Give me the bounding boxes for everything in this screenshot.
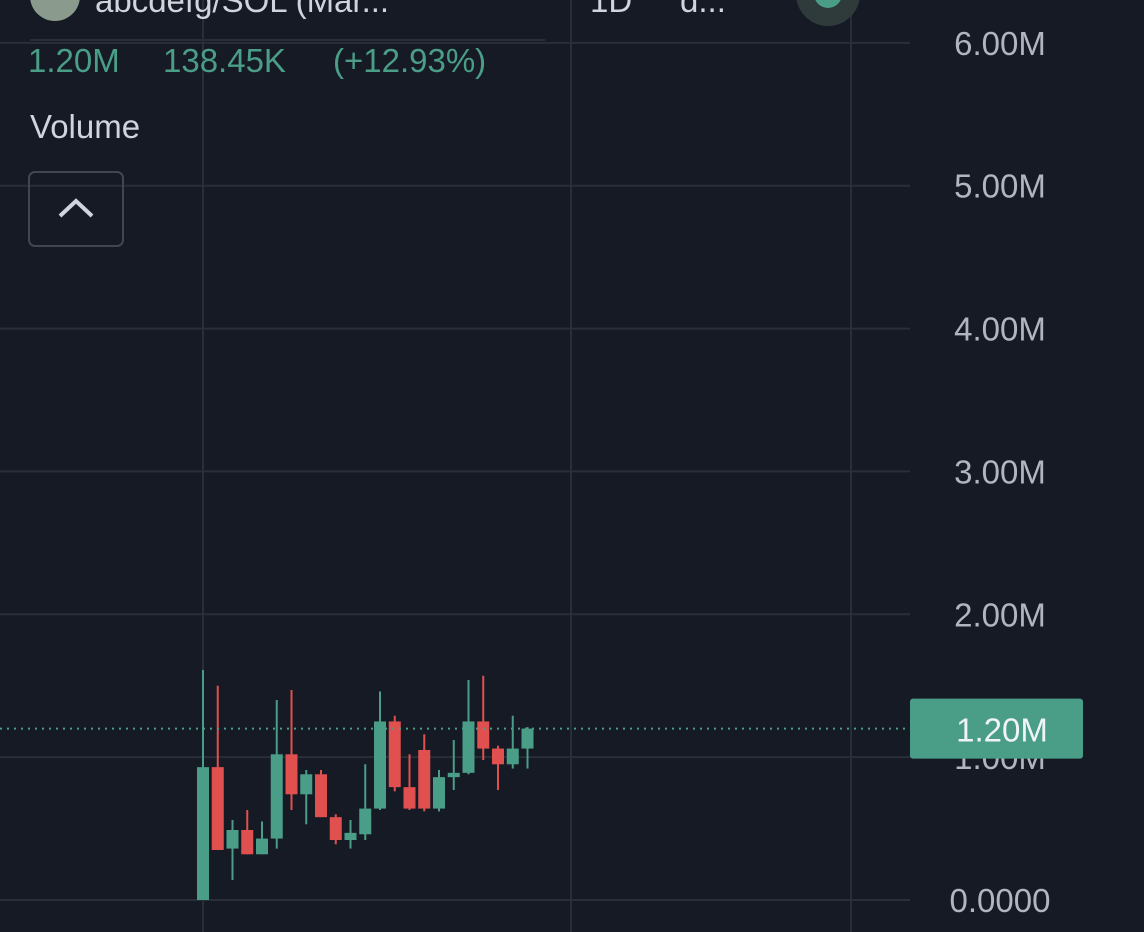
stat-change-pct: (+12.93%) (333, 42, 486, 79)
candle-body (285, 754, 298, 795)
collapse-button[interactable] (28, 171, 124, 247)
y-tick-label: 5.00M (954, 168, 1046, 205)
y-tick-label: 2.00M (954, 596, 1046, 633)
token-icon (30, 0, 80, 21)
candle-body (329, 817, 342, 840)
candle-body (521, 728, 534, 749)
candle-body (211, 767, 224, 850)
button-frame[interactable] (28, 171, 124, 247)
candle-body (300, 774, 313, 795)
candle-body (270, 754, 283, 839)
candle-body (241, 830, 254, 855)
candle-body (388, 721, 401, 788)
candle-body (433, 777, 445, 809)
candle-body (403, 787, 416, 809)
candle-body (477, 721, 490, 749)
last-price-tag (910, 698, 1083, 759)
y-tick-label: 6.00M (954, 25, 1046, 62)
candle-body (344, 832, 357, 840)
interval: 1D (590, 0, 632, 19)
y-tick-label: 3.00M (954, 453, 1046, 490)
stat-change: 138.45K (163, 42, 286, 79)
candles (197, 670, 534, 900)
candle-body (462, 721, 475, 773)
candle-body (447, 772, 460, 778)
indicator-title: Volume (30, 108, 140, 145)
candle-body (315, 774, 327, 818)
last-price-label: 1.20M (956, 712, 1048, 749)
symbol: abcdefg/SOL (Mar... (95, 0, 389, 19)
candle-body (226, 830, 239, 849)
stat-value: 1.20M (28, 42, 120, 79)
status-button[interactable] (796, 0, 860, 26)
status-dot (815, 0, 841, 8)
chevron-up (58, 198, 94, 218)
candle-body (506, 748, 519, 765)
source: d... (680, 0, 726, 19)
candle-body (359, 808, 372, 835)
candle-body (197, 767, 209, 900)
candle-body (256, 838, 268, 855)
candle-body (418, 750, 431, 809)
y-tick-label: 4.00M (954, 311, 1046, 348)
candle-body (374, 721, 386, 809)
candle-body (492, 748, 504, 765)
y-tick-label: 0.0000 (950, 882, 1051, 919)
